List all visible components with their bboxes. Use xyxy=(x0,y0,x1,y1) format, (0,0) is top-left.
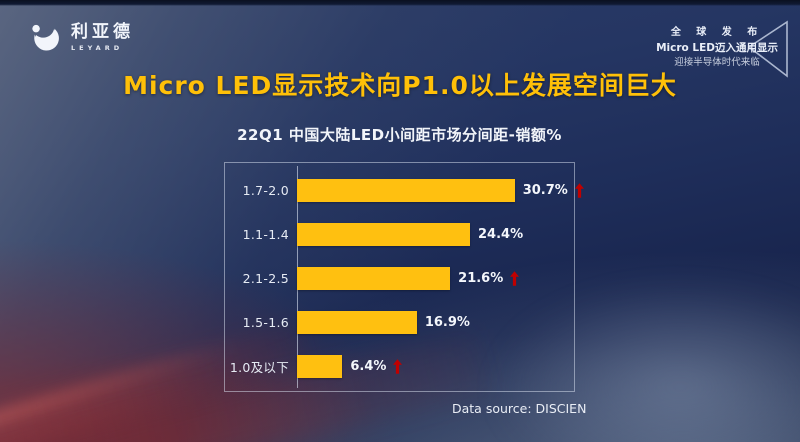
data-source: Data source: DISCIEN xyxy=(452,401,587,416)
bar-value-label: 6.4% xyxy=(350,358,387,374)
bar-rows: 1.7-2.0 30.7% 1.1-1.4 24.4% 2.1-2.5 21.6% 1.5-… xyxy=(225,168,584,388)
bar-row: 1.5-1.6 16.9% xyxy=(225,300,570,344)
slide-title: Micro LED显示技术向P1.0以上发展空间巨大 xyxy=(123,71,677,100)
bar-track: 16.9% xyxy=(297,310,570,334)
bar xyxy=(297,222,471,246)
bar-track: 24.4% xyxy=(297,222,570,246)
bar-row: 2.1-2.5 21.6% xyxy=(225,256,570,300)
chart-plot-area: 1.7-2.0 30.7% 1.1-1.4 24.4% 2.1-2.5 21.6% 1.5-… xyxy=(224,162,584,392)
up-arrow-icon xyxy=(574,182,584,198)
bar-track: 21.6% xyxy=(297,266,570,290)
bar-category-label: 1.1-1.4 xyxy=(242,226,289,242)
bar-category-label: 2.1-2.5 xyxy=(242,270,289,286)
bar xyxy=(297,354,343,378)
logo-name-cn: 利亚德 xyxy=(71,22,134,42)
badge-line-2: Micro LED迈入通用显示 xyxy=(656,41,778,54)
bar xyxy=(297,178,515,202)
bar xyxy=(297,266,451,290)
badge-line-1: 全 球 发 布 xyxy=(670,27,764,39)
up-arrow-icon xyxy=(393,358,403,374)
bar-row: 1.7-2.0 30.7% xyxy=(225,168,584,212)
up-arrow-icon xyxy=(510,270,520,286)
bar-category-label: 1.0及以下 xyxy=(229,359,289,375)
logo-text: 利亚德 LEYARD xyxy=(71,22,134,53)
logo-name-en: LEYARD xyxy=(71,44,124,52)
leyard-logo-icon xyxy=(32,24,59,51)
bar-value-label: 16.9% xyxy=(424,314,470,330)
bar-track: 6.4% xyxy=(297,354,570,378)
release-badge: 全 球 发 布 Micro LED迈入通用显示 迎接半导体时代来临 xyxy=(656,17,792,79)
bar-row: 1.1-1.4 24.4% xyxy=(225,212,570,256)
red-cloud-highlight-decoration xyxy=(0,338,237,428)
bar-category-label: 1.5-1.6 xyxy=(242,314,289,330)
badge-line-3: 迎接半导体时代来临 xyxy=(674,57,760,69)
bar-value-label: 21.6% xyxy=(458,270,504,286)
bar xyxy=(297,310,417,334)
top-edge-shadow xyxy=(0,0,800,6)
leyard-logo: 利亚德 LEYARD xyxy=(28,21,134,55)
chart-title: 22Q1 中国大陆LED小间距市场分间距-销额% xyxy=(237,126,562,144)
bar-value-label: 30.7% xyxy=(522,182,568,198)
release-badge-text: 全 球 发 布 Micro LED迈入通用显示 迎接半导体时代来临 xyxy=(656,26,778,69)
triangle-decoration-icon xyxy=(747,20,788,78)
bar-value-label: 24.4% xyxy=(478,226,524,242)
bar-track: 30.7% xyxy=(297,178,584,202)
bar-row: 1.0及以下 6.4% xyxy=(225,344,570,388)
bar-category-label: 1.7-2.0 xyxy=(242,182,289,198)
